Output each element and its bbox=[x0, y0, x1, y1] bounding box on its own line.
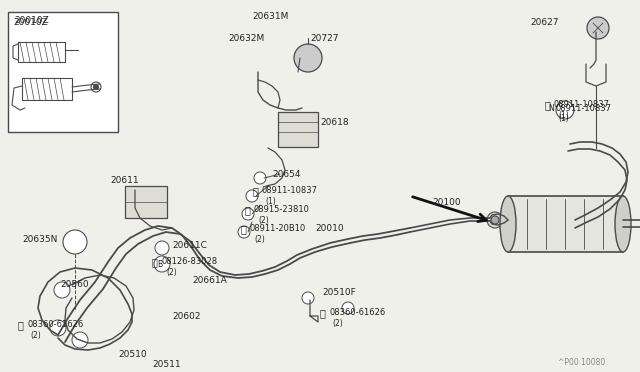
Circle shape bbox=[242, 208, 254, 220]
Circle shape bbox=[587, 17, 609, 39]
Circle shape bbox=[254, 172, 266, 184]
Text: (2): (2) bbox=[254, 235, 265, 244]
Text: 08915-23810: 08915-23810 bbox=[254, 205, 310, 214]
Text: 20010Z: 20010Z bbox=[14, 16, 49, 25]
Circle shape bbox=[491, 216, 499, 224]
Text: (2): (2) bbox=[30, 331, 41, 340]
Circle shape bbox=[154, 256, 170, 272]
Text: 20627: 20627 bbox=[530, 18, 559, 27]
Text: 20611: 20611 bbox=[110, 176, 139, 185]
Text: 08360-61626: 08360-61626 bbox=[329, 308, 385, 317]
Text: ⓝ: ⓝ bbox=[241, 224, 247, 234]
Text: N: N bbox=[548, 104, 554, 113]
Circle shape bbox=[155, 241, 169, 255]
Text: ⓝ: ⓝ bbox=[253, 186, 259, 196]
Circle shape bbox=[63, 230, 87, 254]
Text: 20631M: 20631M bbox=[252, 12, 289, 21]
Text: 20661A: 20661A bbox=[192, 276, 227, 285]
Text: (2): (2) bbox=[166, 268, 177, 277]
Text: 20632M: 20632M bbox=[228, 34, 264, 43]
Text: 08911-20B10: 08911-20B10 bbox=[250, 224, 307, 233]
Text: Ⓢ: Ⓢ bbox=[18, 320, 24, 330]
Circle shape bbox=[93, 84, 99, 90]
Circle shape bbox=[91, 82, 101, 92]
Bar bbox=[278, 112, 318, 147]
Text: 20510: 20510 bbox=[118, 350, 147, 359]
Bar bbox=[8, 12, 118, 132]
Text: 20010: 20010 bbox=[315, 224, 344, 233]
Text: ⓝ: ⓝ bbox=[545, 100, 551, 110]
Circle shape bbox=[238, 226, 250, 238]
Circle shape bbox=[246, 190, 258, 202]
Circle shape bbox=[54, 282, 70, 298]
Circle shape bbox=[294, 44, 322, 72]
Text: 08911-10837: 08911-10837 bbox=[262, 186, 318, 195]
Bar bbox=[508, 196, 623, 252]
Text: 08911-10837: 08911-10837 bbox=[554, 100, 610, 109]
Text: ^P00 10080: ^P00 10080 bbox=[558, 358, 605, 367]
Text: 20010Z: 20010Z bbox=[13, 18, 48, 27]
Circle shape bbox=[50, 320, 66, 336]
Ellipse shape bbox=[615, 196, 631, 252]
Text: 20511: 20511 bbox=[152, 360, 180, 369]
Text: B: B bbox=[157, 260, 162, 269]
Text: 20618: 20618 bbox=[320, 118, 349, 127]
Text: 08126-83028: 08126-83028 bbox=[162, 257, 218, 266]
Text: 20510F: 20510F bbox=[322, 288, 356, 297]
Circle shape bbox=[342, 302, 354, 314]
Text: 20727: 20727 bbox=[310, 34, 339, 43]
Text: 08911-10837: 08911-10837 bbox=[555, 104, 611, 113]
Text: (2): (2) bbox=[258, 216, 269, 225]
Text: (1): (1) bbox=[558, 111, 569, 120]
Text: 20100: 20100 bbox=[432, 198, 461, 207]
Circle shape bbox=[487, 212, 503, 228]
Text: (2): (2) bbox=[332, 319, 343, 328]
Text: 20602: 20602 bbox=[172, 312, 200, 321]
Circle shape bbox=[72, 332, 88, 348]
Text: (1): (1) bbox=[265, 197, 276, 206]
Text: 20560: 20560 bbox=[60, 280, 88, 289]
Text: 08360-61626: 08360-61626 bbox=[27, 320, 83, 329]
Ellipse shape bbox=[500, 196, 516, 252]
Text: Ⓑ: Ⓑ bbox=[152, 257, 158, 267]
Circle shape bbox=[302, 292, 314, 304]
Text: Ⓦ: Ⓦ bbox=[245, 205, 251, 215]
Text: Ⓢ: Ⓢ bbox=[320, 308, 326, 318]
Text: 20654: 20654 bbox=[272, 170, 301, 179]
Text: (1): (1) bbox=[558, 114, 569, 123]
Text: 20635N: 20635N bbox=[22, 235, 58, 244]
Circle shape bbox=[556, 101, 574, 119]
Text: 20611C: 20611C bbox=[172, 241, 207, 250]
Bar bbox=[125, 186, 167, 218]
